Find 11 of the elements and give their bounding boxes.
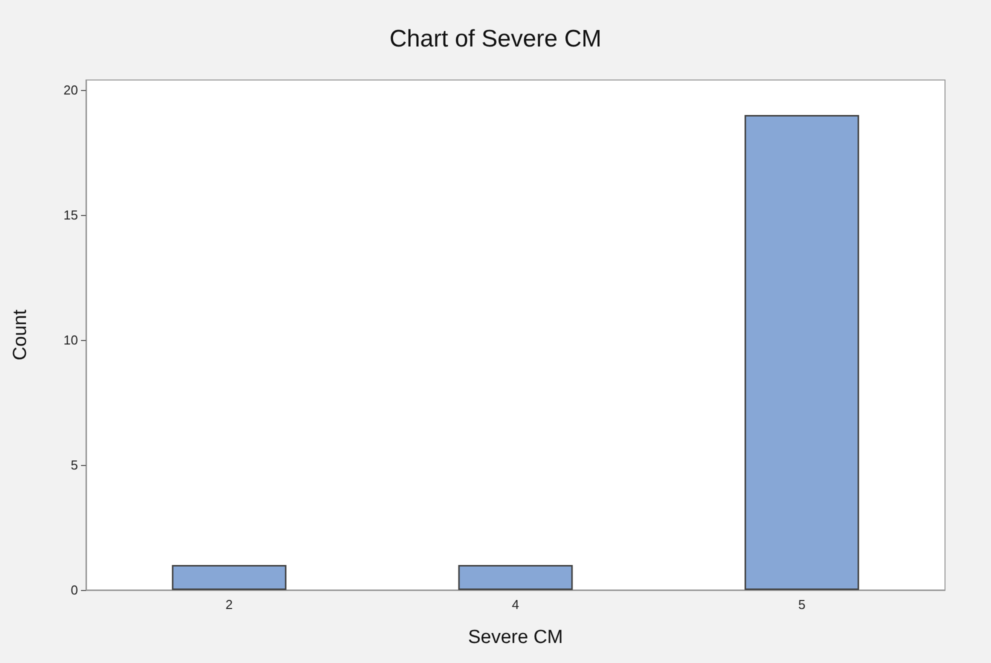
x-axis-title: Severe CM bbox=[468, 627, 564, 648]
x-tick-label: 2 bbox=[226, 597, 233, 612]
y-tick-label: 15 bbox=[64, 208, 78, 222]
y-axis-title: Count bbox=[10, 308, 31, 360]
y-tick-label: 10 bbox=[64, 332, 78, 348]
chart-title: Chart of Severe CM bbox=[389, 26, 602, 52]
y-tick-label: 20 bbox=[64, 82, 78, 98]
x-tick-label: 5 bbox=[798, 597, 806, 612]
y-tick-label: 0 bbox=[70, 582, 78, 598]
y-tick-label: 5 bbox=[70, 458, 78, 472]
x-tick-label: 4 bbox=[512, 597, 520, 612]
